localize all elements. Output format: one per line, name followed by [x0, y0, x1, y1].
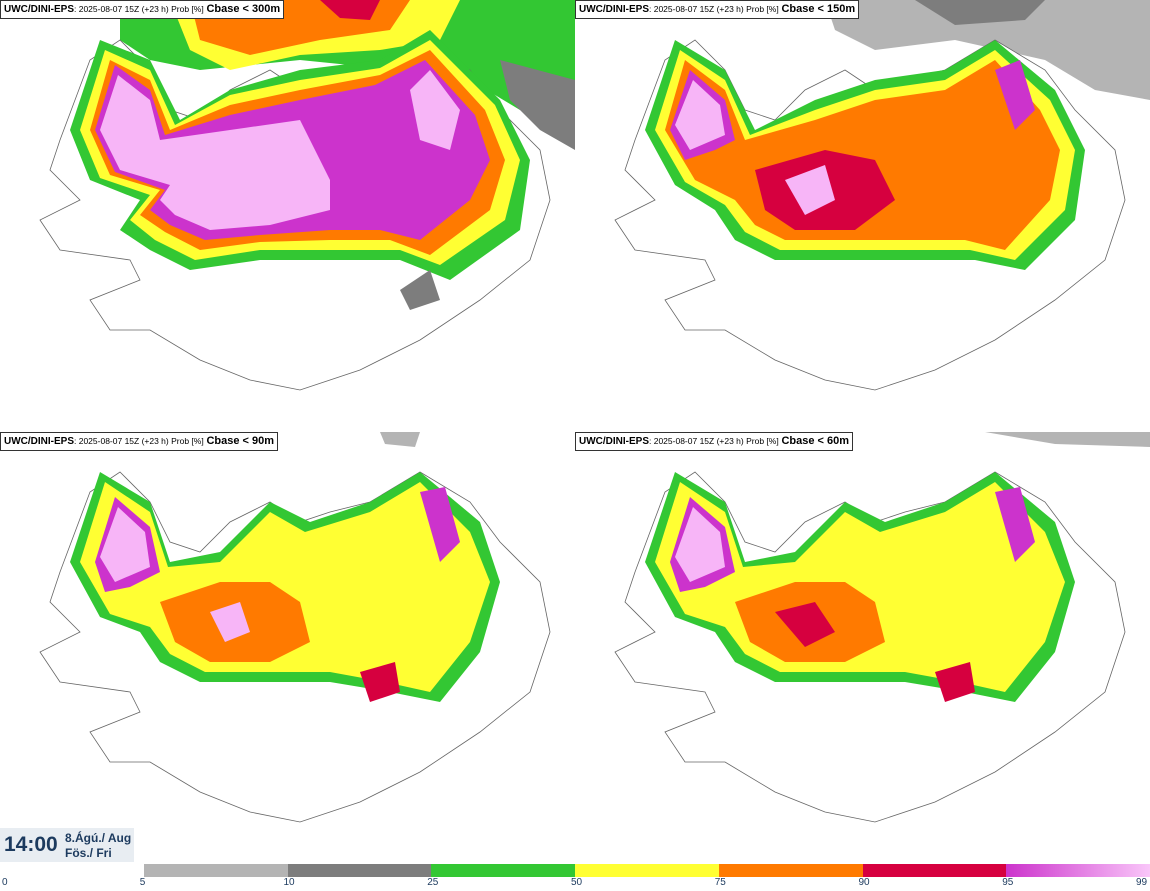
valid-date-line2: Fös./ Fri	[65, 846, 112, 860]
colorbar-segment	[575, 864, 719, 877]
probability-colorbar: 0 5 10 25 50 75 90 95 99	[0, 862, 1150, 891]
iceland-probability-map-150m	[614, 0, 1150, 391]
colorbar-tick-label: 95	[1002, 877, 1014, 888]
panel-model: UWC/DINI-EPS	[4, 436, 74, 447]
colorbar-segment	[143, 864, 288, 877]
colorbar-tick-label: 10	[283, 877, 295, 888]
field-magenta-ne	[420, 487, 460, 562]
field-red-south	[935, 662, 975, 702]
valid-time: 14:00	[4, 833, 58, 856]
panel-title-60m: UWC/DINI-EPS: 2025-08-07 15Z (+23 h) Pro…	[575, 432, 854, 451]
panel-variable: Cbase < 90m	[206, 435, 275, 447]
panel-meta: : 2025-08-07 15Z (+23 h) Prob [%]	[74, 4, 204, 14]
field-red-south	[360, 662, 400, 702]
field-grey-south	[400, 270, 440, 310]
field-grey-sea	[825, 0, 1150, 100]
field-darkgrey-sea	[915, 0, 1045, 25]
field-pink-land	[675, 80, 725, 150]
colorbar-tick-label: 0	[2, 877, 8, 888]
map-panel-90m: UWC/DINI-EPS: 2025-08-07 15Z (+23 h) Pro…	[0, 432, 575, 864]
colorbar-segment	[862, 864, 1007, 877]
iceland-probability-map-60m	[614, 432, 1150, 823]
map-panel-150m: UWC/DINI-EPS: 2025-08-07 15Z (+23 h) Pro…	[575, 0, 1150, 432]
field-red-land	[775, 602, 835, 647]
field-pink-land-ne	[410, 70, 460, 150]
colorbar-segment	[431, 864, 575, 877]
panel-model: UWC/DINI-EPS	[579, 436, 649, 447]
panel-variable: Cbase < 60m	[781, 435, 850, 447]
valid-date-line1: 8.Ágú./ Aug	[65, 831, 132, 845]
colorbar-tick-label: 99	[1136, 877, 1148, 888]
colorbar-tick-label: 90	[858, 877, 870, 888]
field-pink-land	[100, 75, 330, 230]
panel-meta: : 2025-08-07 15Z (+23 h) Prob [%]	[649, 4, 779, 14]
field-grey-sea	[500, 60, 575, 150]
map-panel-60m: UWC/DINI-EPS: 2025-08-07 15Z (+23 h) Pro…	[575, 432, 1150, 864]
field-magenta-ne	[995, 487, 1035, 562]
panel-meta: : 2025-08-07 15Z (+23 h) Prob [%]	[74, 436, 204, 446]
field-grey-sea	[985, 432, 1150, 447]
field-grey-sea	[380, 432, 420, 447]
field-pink-center	[210, 602, 250, 642]
colorbar-tick-label: 50	[571, 877, 583, 888]
colorbar-segment	[718, 864, 863, 877]
iceland-probability-map-90m	[39, 432, 551, 823]
panel-variable: Cbase < 300m	[206, 3, 281, 15]
field-pink-land	[675, 507, 725, 582]
panel-meta: : 2025-08-07 15Z (+23 h) Prob [%]	[649, 436, 779, 446]
colorbar-segment	[1006, 864, 1150, 877]
field-red-sea	[320, 0, 380, 20]
panel-model: UWC/DINI-EPS	[579, 4, 649, 15]
colorbar-tick-label: 75	[714, 877, 726, 888]
map-panel-300m: UWC/DINI-EPS: 2025-08-07 15Z (+23 h) Pro…	[0, 0, 575, 432]
panel-title-300m: UWC/DINI-EPS: 2025-08-07 15Z (+23 h) Pro…	[0, 0, 285, 19]
valid-time-box: 14:00 8.Ágú./ Aug Fös./ Fri	[0, 828, 134, 862]
colorbar-tick-label: 25	[427, 877, 439, 888]
colorbar-segment	[287, 864, 432, 877]
iceland-probability-map-300m	[39, 0, 575, 391]
field-pink-center	[785, 165, 835, 215]
colorbar-segment	[0, 864, 144, 877]
panel-title-90m: UWC/DINI-EPS: 2025-08-07 15Z (+23 h) Pro…	[0, 432, 279, 451]
field-pink-land	[100, 507, 150, 582]
colorbar-tick-label: 5	[139, 877, 146, 888]
field-magenta-ne	[995, 60, 1035, 130]
panel-variable: Cbase < 150m	[781, 3, 856, 15]
panel-title-150m: UWC/DINI-EPS: 2025-08-07 15Z (+23 h) Pro…	[575, 0, 860, 19]
panel-model: UWC/DINI-EPS	[4, 4, 74, 15]
